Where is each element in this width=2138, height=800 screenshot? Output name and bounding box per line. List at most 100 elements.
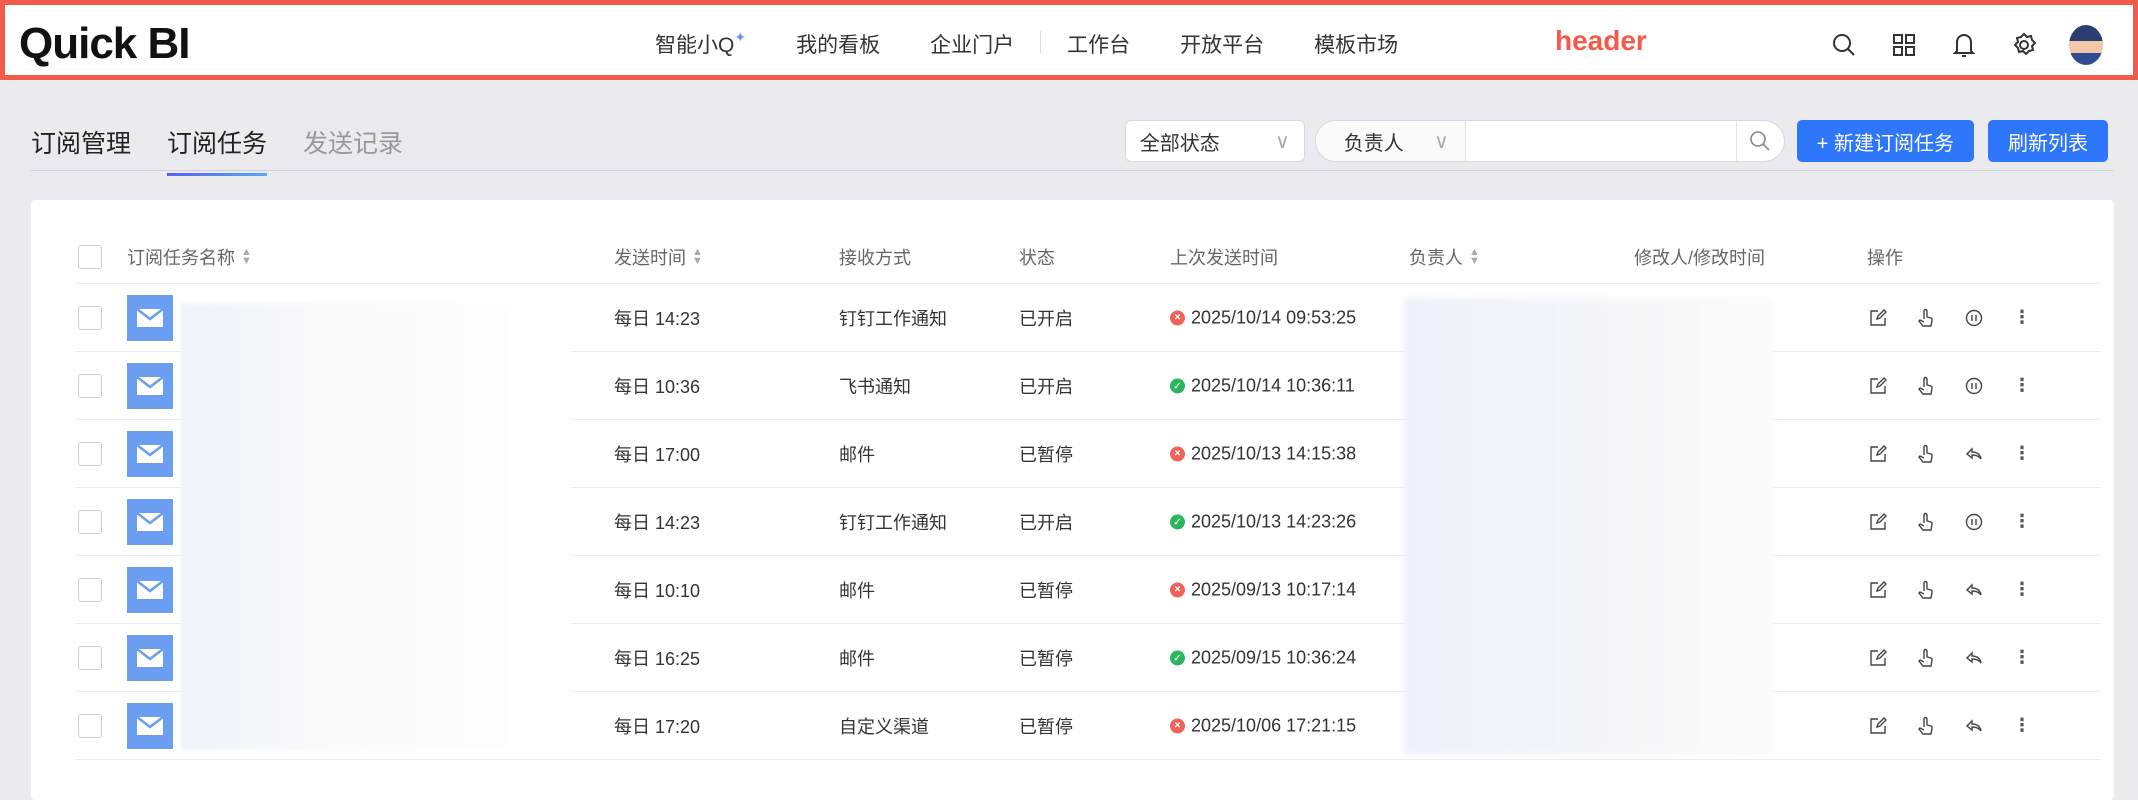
search-button[interactable]: [1735, 121, 1784, 161]
edit-icon[interactable]: [1867, 579, 1889, 601]
send-now-hand-icon[interactable]: [1915, 443, 1937, 465]
page-title: 订阅管理: [31, 130, 132, 158]
pause-icon[interactable]: [1963, 511, 1985, 533]
edit-icon[interactable]: [1867, 511, 1889, 533]
search-icon[interactable]: [1829, 30, 1859, 60]
last-sent-time: 2025/10/13 14:15:38: [1191, 443, 1357, 463]
send-time: 每日 10:10: [614, 580, 701, 601]
error-icon: ×: [1170, 446, 1185, 461]
nav-portal[interactable]: 企业门户: [930, 34, 1015, 57]
row-checkbox[interactable]: [78, 645, 102, 670]
nav-smart-q[interactable]: 智能小Q✦: [655, 29, 746, 59]
owner-filter-value: 负责人: [1343, 132, 1404, 155]
nav-template-market[interactable]: 模板市场: [1314, 34, 1399, 57]
nav-my-dashboard[interactable]: 我的看板: [796, 34, 881, 57]
more-icon[interactable]: ⋮: [2013, 715, 2031, 735]
row-checkbox[interactable]: [78, 509, 102, 534]
resume-icon[interactable]: [1963, 579, 1985, 601]
more-icon[interactable]: ⋮: [2013, 647, 2031, 667]
status: 已暂停: [1019, 580, 1073, 601]
table-row[interactable]: 每日 17:20 自定义渠道 已暂停 × 2025/10/06 17:21:15 …: [75, 692, 2101, 760]
edit-icon[interactable]: [1867, 443, 1889, 465]
owner-search: 负责人 ∨: [1314, 120, 1785, 162]
last-sent-time: 2025/10/14 10:36:11: [1191, 375, 1355, 395]
resume-icon[interactable]: [1963, 443, 1985, 465]
error-icon: ×: [1170, 310, 1185, 325]
last-sent-time: 2025/10/06 17:21:15: [1191, 715, 1357, 735]
send-time: 每日 10:36: [614, 376, 701, 397]
row-checkbox[interactable]: [78, 305, 102, 330]
edit-icon[interactable]: [1867, 715, 1889, 737]
send-now-hand-icon[interactable]: [1915, 579, 1937, 601]
table-row[interactable]: 每日 14:23 钉钉工作通知 已开启 ✓ 2025/10/13 14:23:26…: [75, 488, 2101, 556]
col-send-time[interactable]: 发送时间 ▲ ▼: [614, 244, 703, 270]
pause-icon[interactable]: [1963, 307, 1985, 329]
mail-icon: [127, 498, 173, 545]
send-now-hand-icon[interactable]: [1915, 511, 1937, 533]
table-row[interactable]: 每日 10:10 邮件 已暂停 × 2025/09/13 10:17:14 ⋮: [75, 556, 2101, 624]
owner-filter-select[interactable]: 负责人 ∨: [1315, 121, 1466, 161]
nav-open-platform[interactable]: 开放平台: [1180, 34, 1265, 57]
gear-icon[interactable]: [2009, 30, 2039, 60]
header-annotation: header: [1555, 25, 1647, 56]
send-now-hand-icon[interactable]: [1915, 375, 1937, 397]
success-icon: ✓: [1170, 378, 1185, 393]
resume-icon[interactable]: [1963, 715, 1985, 737]
edit-icon[interactable]: [1867, 307, 1889, 329]
col-modifier: 修改人/修改时间: [1634, 247, 1766, 268]
status-filter-select[interactable]: 全部状态 ∨: [1124, 120, 1305, 162]
col-owner[interactable]: 负责人 ▲ ▼: [1409, 244, 1480, 270]
more-icon[interactable]: ⋮: [2013, 375, 2031, 395]
table-row[interactable]: 每日 10:36 飞书通知 已开启 ✓ 2025/10/14 10:36:11 ⋮: [75, 352, 2101, 420]
resume-icon[interactable]: [1963, 647, 1985, 669]
logo[interactable]: Quick BI: [19, 19, 190, 68]
last-sent-time: 2025/09/15 10:36:24: [1191, 647, 1357, 667]
channel: 钉钉工作通知: [839, 308, 947, 329]
tab-send-records[interactable]: 发送记录: [303, 130, 404, 158]
more-icon[interactable]: ⋮: [2013, 443, 2031, 463]
more-icon[interactable]: ⋮: [2013, 579, 2031, 599]
col-last-sent: 上次发送时间: [1170, 247, 1278, 268]
more-icon[interactable]: ⋮: [2013, 307, 2031, 327]
edit-icon[interactable]: [1867, 647, 1889, 669]
more-icon[interactable]: ⋮: [2013, 511, 2031, 531]
row-checkbox[interactable]: [78, 373, 102, 398]
col-label: 发送时间: [614, 247, 686, 268]
channel: 邮件: [839, 580, 875, 601]
search-input[interactable]: [1465, 121, 1736, 161]
subscription-table: 订阅任务名称 ▲ ▼ 发送时间 ▲ ▼ 接收方式 状态 上次发送时间 负责人 ▲ ▼ 修改人…: [31, 200, 2114, 800]
nav-workbench[interactable]: 工作台: [1067, 34, 1131, 57]
send-now-hand-icon[interactable]: [1915, 307, 1937, 329]
error-icon: ×: [1170, 582, 1185, 597]
last-sent-time: 2025/10/14 09:53:25: [1191, 307, 1357, 327]
apps-grid-icon[interactable]: [1889, 30, 1919, 60]
table-row[interactable]: 每日 16:25 邮件 已暂停 ✓ 2025/09/15 10:36:24 ⋮: [75, 624, 2101, 692]
header: Quick BI 智能小Q✦ 我的看板 企业门户 工作台 开放平台 模板市场 h…: [0, 0, 2138, 80]
chevron-down-icon: ∨: [1434, 130, 1449, 153]
channel: 邮件: [839, 444, 875, 465]
table-row[interactable]: 每日 17:00 邮件 已暂停 × 2025/10/13 14:15:38 ⋮: [75, 420, 2101, 488]
col-status: 状态: [1019, 247, 1055, 268]
send-now-hand-icon[interactable]: [1915, 647, 1937, 669]
bell-icon[interactable]: [1949, 30, 1979, 60]
pause-icon[interactable]: [1963, 375, 1985, 397]
row-checkbox[interactable]: [78, 441, 102, 466]
channel: 邮件: [839, 648, 875, 669]
avatar[interactable]: [2069, 25, 2103, 65]
row-checkbox[interactable]: [78, 577, 102, 602]
sort-icon: ▲ ▼: [241, 245, 252, 267]
select-all-checkbox[interactable]: [78, 244, 102, 269]
table-row[interactable]: 每日 14:23 钉钉工作通知 已开启 × 2025/10/14 09:53:25…: [75, 284, 2101, 352]
status: 已开启: [1019, 512, 1073, 533]
send-now-hand-icon[interactable]: [1915, 715, 1937, 737]
row-checkbox[interactable]: [78, 713, 102, 738]
send-time: 每日 17:20: [614, 716, 701, 737]
col-name[interactable]: 订阅任务名称 ▲ ▼: [127, 244, 252, 270]
edit-icon[interactable]: [1867, 375, 1889, 397]
success-icon: ✓: [1170, 514, 1185, 529]
status: 已暂停: [1019, 648, 1073, 669]
top-nav: 智能小Q✦ 我的看板 企业门户 工作台 开放平台 模板市场: [655, 29, 1448, 59]
refresh-list-button[interactable]: 刷新列表: [1988, 120, 2108, 162]
new-subscription-button[interactable]: + 新建订阅任务: [1796, 120, 1974, 162]
tab-subscription-tasks[interactable]: 订阅任务: [167, 124, 268, 176]
